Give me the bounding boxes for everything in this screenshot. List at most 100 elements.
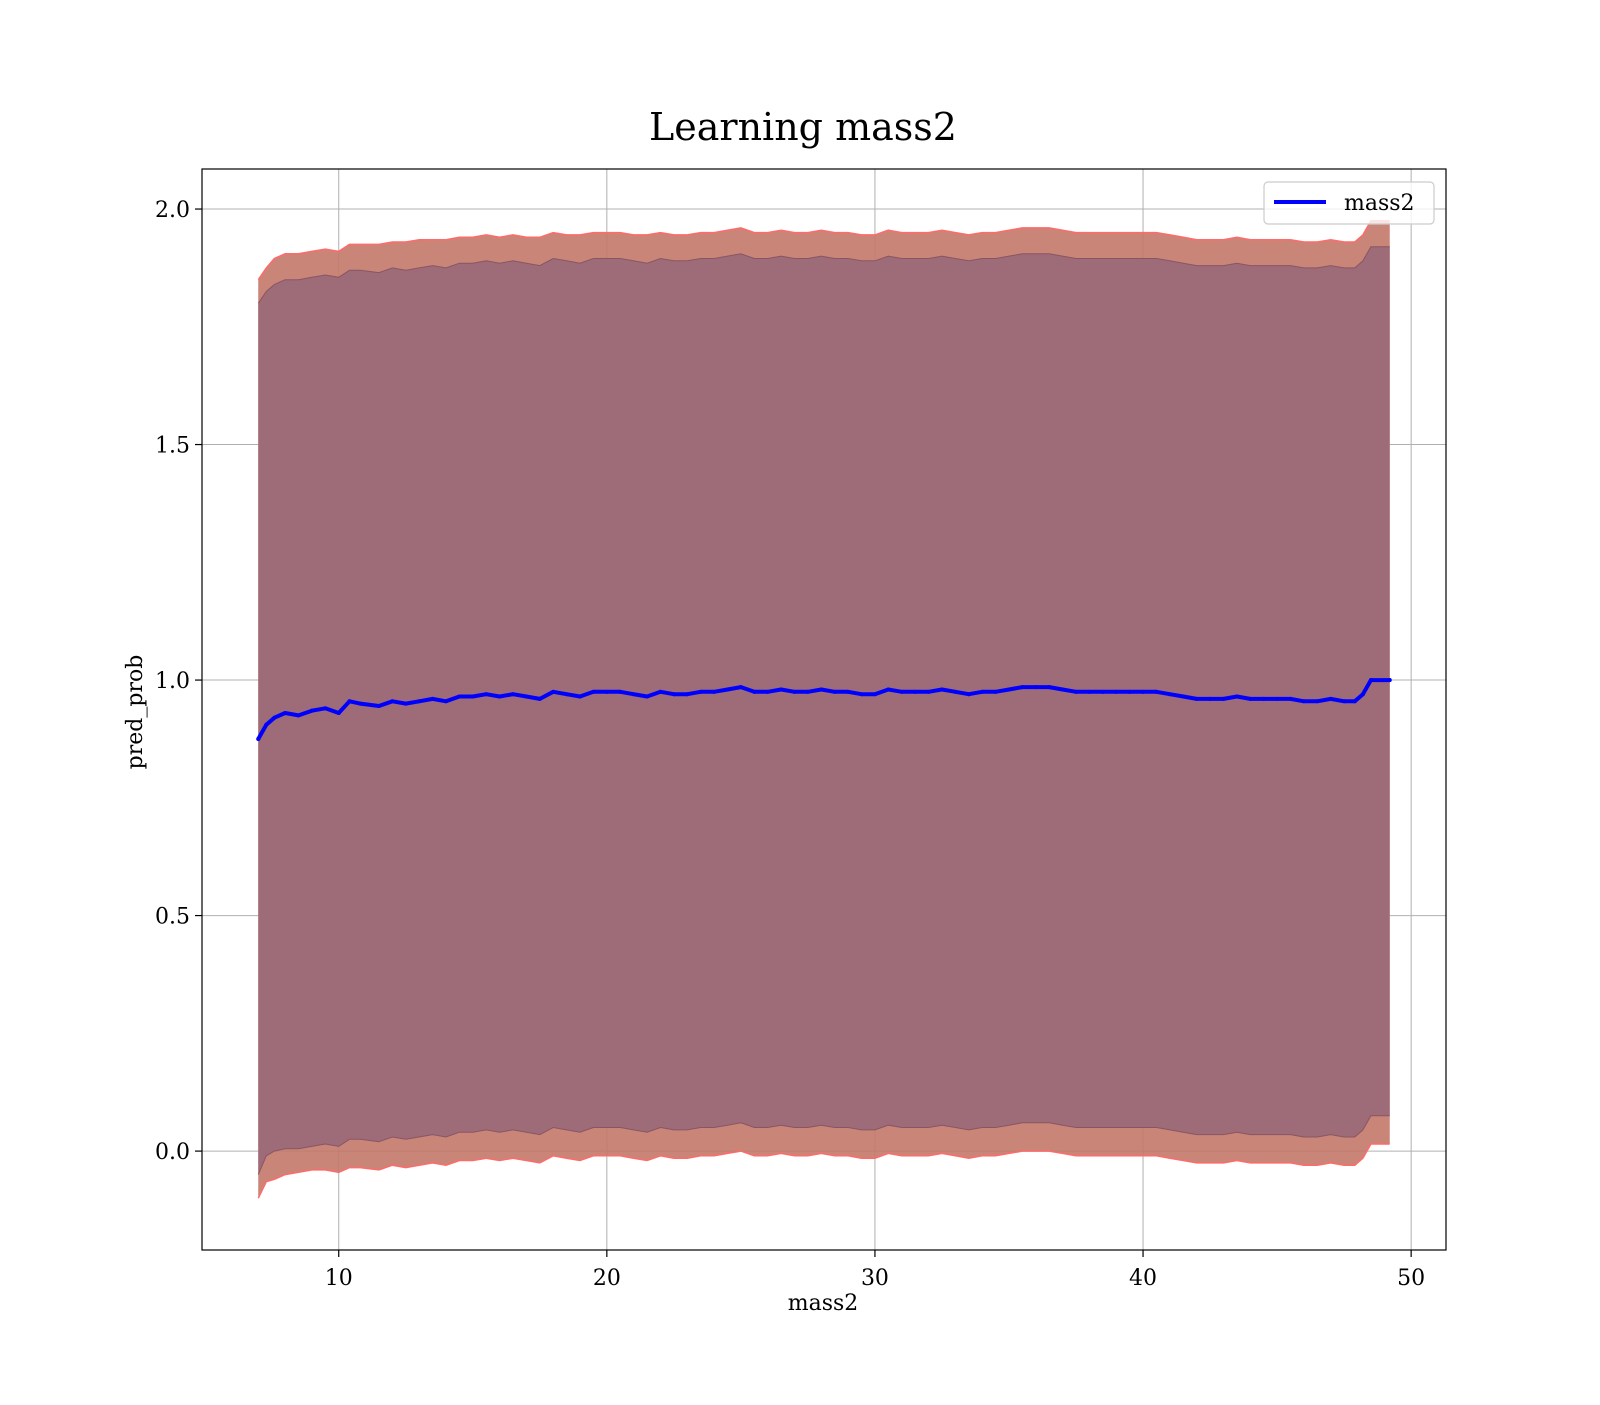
chart-title: Learning mass2 xyxy=(649,105,957,149)
axis-ticks: 10 20 30 40 50 0.0 0.5 1.0 1.5 2.0 xyxy=(155,198,1425,1291)
legend-box xyxy=(1263,181,1435,225)
data-point xyxy=(1352,699,1357,704)
data-point xyxy=(309,708,314,713)
confidence-bands xyxy=(257,220,1390,1199)
data-point xyxy=(631,692,636,697)
data-point xyxy=(779,687,784,692)
data-point xyxy=(390,699,395,704)
data-point xyxy=(283,711,288,716)
x-tick-label: 20 xyxy=(593,1266,621,1291)
data-point xyxy=(993,689,998,694)
data-point xyxy=(1114,689,1119,694)
plot-frame xyxy=(201,168,1447,1251)
data-point xyxy=(256,736,261,741)
data-point xyxy=(953,689,958,694)
legend: mass2 xyxy=(1263,181,1435,225)
inner-band-lower-edge xyxy=(257,1115,1390,1175)
data-point xyxy=(1234,694,1239,699)
data-point xyxy=(430,696,435,701)
data-point xyxy=(1087,689,1092,694)
data-point xyxy=(1047,685,1052,690)
data-point xyxy=(1074,689,1079,694)
x-tick-label: 40 xyxy=(1129,1266,1157,1291)
data-point xyxy=(1141,689,1146,694)
data-point xyxy=(1301,699,1306,704)
data-point xyxy=(1221,696,1226,701)
data-point xyxy=(296,713,301,718)
data-point xyxy=(1360,692,1365,697)
data-point xyxy=(1033,685,1038,690)
data-point xyxy=(591,689,596,694)
data-point xyxy=(524,694,529,699)
data-point xyxy=(1387,678,1392,683)
data-point xyxy=(725,687,730,692)
y-tick-label: 0.5 xyxy=(155,905,190,930)
data-point xyxy=(417,699,422,704)
data-point xyxy=(1154,689,1159,694)
data-point xyxy=(376,703,381,708)
plot-area xyxy=(201,168,1447,1251)
data-point xyxy=(537,696,542,701)
data-point xyxy=(966,692,971,697)
data-point xyxy=(1261,696,1266,701)
data-point xyxy=(443,699,448,704)
x-axis-label: mass2 xyxy=(788,1291,859,1316)
data-point xyxy=(272,715,277,720)
data-point xyxy=(264,722,269,727)
data-point xyxy=(872,692,877,697)
data-point xyxy=(551,689,556,694)
data-point xyxy=(913,689,918,694)
y-tick-label: 2.0 xyxy=(155,198,190,223)
data-point xyxy=(792,689,797,694)
x-tick-label: 50 xyxy=(1397,1266,1425,1291)
data-point xyxy=(926,689,931,694)
data-point xyxy=(819,687,824,692)
data-point xyxy=(738,685,743,690)
data-point xyxy=(497,694,502,699)
data-point xyxy=(1368,678,1373,683)
data-point xyxy=(1100,689,1105,694)
data-point xyxy=(658,689,663,694)
data-point xyxy=(1208,696,1213,701)
data-point xyxy=(980,689,985,694)
x-tick-label: 30 xyxy=(861,1266,889,1291)
outer-band-lower-edge xyxy=(257,1143,1390,1199)
data-point xyxy=(1248,696,1253,701)
data-point xyxy=(765,689,770,694)
data-point xyxy=(323,706,328,711)
data-point xyxy=(685,692,690,697)
y-tick-label: 1.0 xyxy=(155,669,190,694)
data-point xyxy=(618,689,623,694)
data-point xyxy=(470,694,475,699)
inner-band-upper-edge xyxy=(257,246,1390,304)
data-point xyxy=(1328,696,1333,701)
data-point xyxy=(457,694,462,699)
data-point xyxy=(1315,699,1320,704)
data-point xyxy=(1167,692,1172,697)
data-point xyxy=(484,692,489,697)
data-point xyxy=(859,692,864,697)
data-point xyxy=(899,689,904,694)
data-point xyxy=(645,694,650,699)
data-point xyxy=(1194,696,1199,701)
data-point xyxy=(1006,687,1011,692)
data-point xyxy=(805,689,810,694)
data-point xyxy=(347,699,352,704)
data-point xyxy=(939,687,944,692)
data-point xyxy=(671,692,676,697)
data-point xyxy=(511,692,515,697)
data-point xyxy=(1275,696,1280,701)
data-point xyxy=(886,687,891,692)
data-point xyxy=(1342,699,1347,704)
y-axis-label: pred_prob xyxy=(123,655,148,770)
data-point xyxy=(832,689,837,694)
data-point xyxy=(358,701,363,706)
data-point xyxy=(1060,687,1065,692)
data-point xyxy=(336,711,341,716)
data-point xyxy=(1288,696,1293,701)
data-point xyxy=(752,689,757,694)
data-point xyxy=(564,692,569,697)
data-point xyxy=(712,689,717,694)
